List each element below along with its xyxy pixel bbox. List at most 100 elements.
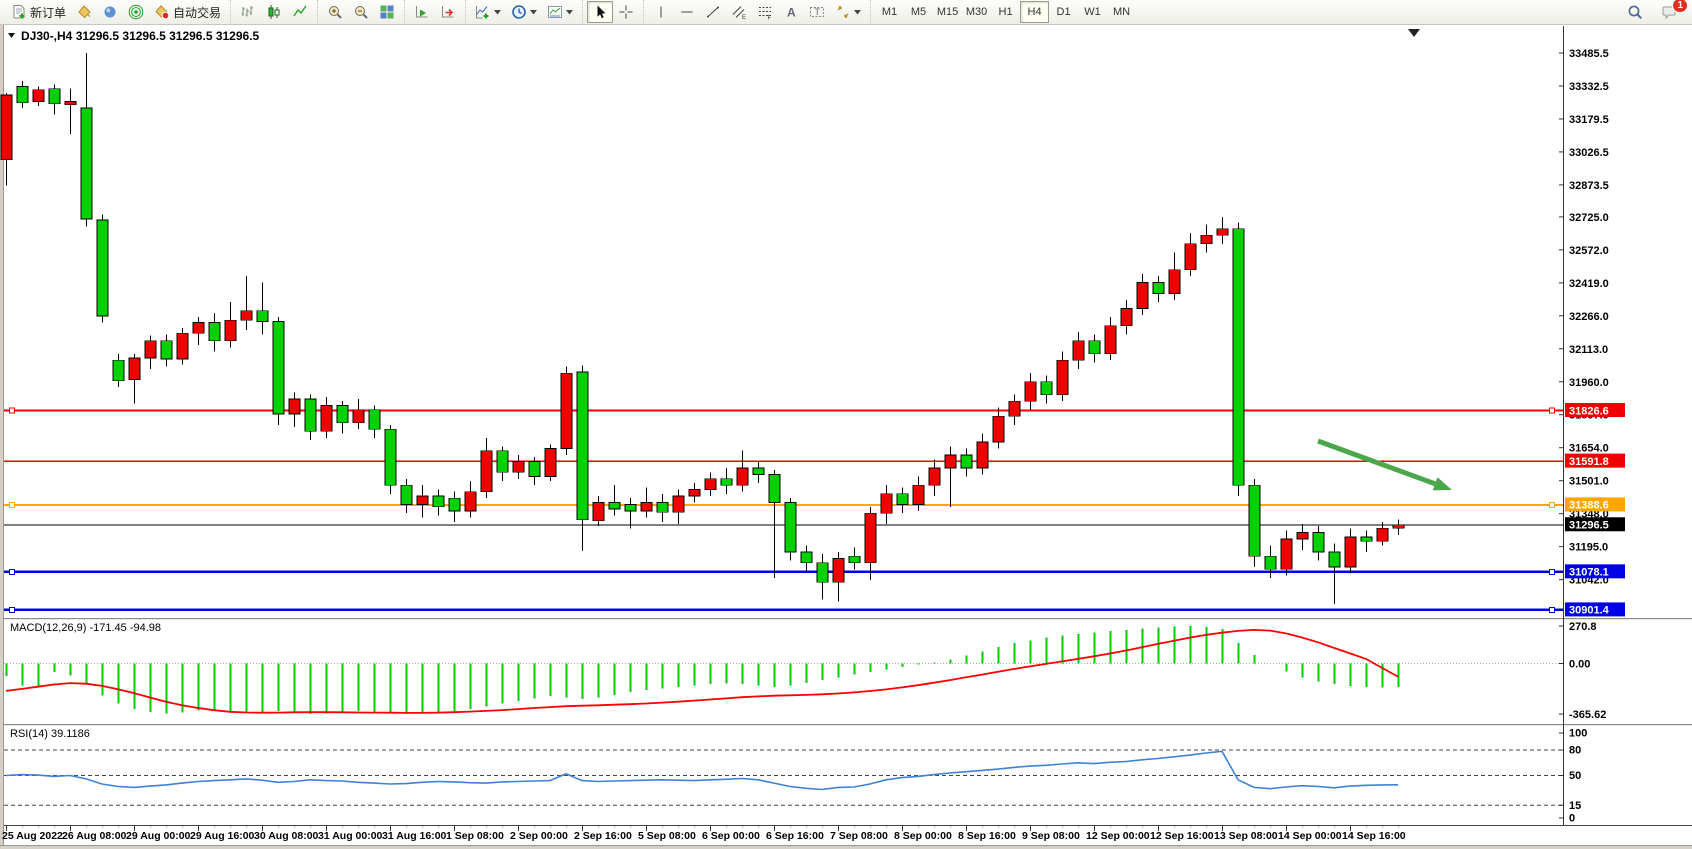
line-handle[interactable] — [9, 407, 15, 414]
time-label: 12 Sep 16:00 — [1150, 830, 1214, 842]
svg-text:100: 100 — [1569, 728, 1587, 740]
time-label: 8 Sep 16:00 — [958, 830, 1016, 842]
svg-text:33332.5: 33332.5 — [1569, 81, 1609, 93]
line-handle[interactable] — [9, 501, 15, 508]
candlestick-chart-button[interactable] — [261, 1, 287, 23]
line-handle[interactable] — [1549, 568, 1555, 575]
horizontal-levels — [4, 407, 1563, 613]
chevron-down-icon — [494, 9, 502, 14]
text-label-button[interactable]: T — [804, 1, 830, 23]
signals-icon — [128, 4, 144, 20]
svg-text:33026.5: 33026.5 — [1569, 147, 1609, 159]
time-label: 25 Aug 2022 — [2, 830, 63, 842]
chevron-down-icon — [530, 9, 538, 14]
new-order-button[interactable]: 新订单 — [6, 1, 71, 23]
svg-text:31654.0: 31654.0 — [1569, 443, 1609, 455]
toolbar-right: 1 — [1622, 0, 1690, 23]
auto-trading-label: 自动交易 — [173, 5, 222, 20]
macd-signal-line — [5, 628, 1399, 714]
line-handle[interactable] — [1549, 407, 1555, 414]
auto-trading-button[interactable]: 自动交易 — [149, 1, 226, 23]
clock-icon — [512, 5, 526, 19]
tile-windows-button[interactable] — [374, 1, 400, 23]
text-button[interactable]: A — [778, 1, 804, 23]
svg-text:0: 0 — [1569, 813, 1575, 825]
template-icon — [548, 6, 563, 18]
svg-text:32113.0: 32113.0 — [1569, 344, 1608, 356]
chart-canvas[interactable]: 33485.5 33332.5 33179.5 33026.5 32873.5 32725… — [0, 25, 1692, 849]
rsi-line — [5, 750, 1399, 791]
cursor-button[interactable] — [587, 1, 614, 23]
search-button[interactable] — [1622, 1, 1648, 23]
vertical-line-button[interactable] — [648, 1, 674, 23]
timeframe-m15[interactable]: M15 — [933, 1, 962, 23]
svg-text:0.00: 0.00 — [1569, 659, 1590, 671]
svg-text:-365.62: -365.62 — [1569, 709, 1606, 721]
line-handle[interactable] — [9, 606, 15, 613]
toolbar-group-cursor — [582, 0, 643, 24]
line-handle[interactable] — [9, 568, 15, 575]
line-chart-button[interactable] — [287, 1, 313, 23]
horizontal-line-button[interactable] — [674, 1, 700, 23]
svg-text:32266.0: 32266.0 — [1569, 311, 1609, 323]
svg-text:T: T — [815, 7, 821, 17]
chat-button[interactable]: 1 — [1656, 0, 1688, 23]
community-button[interactable] — [97, 1, 123, 23]
one-click-trading-arrow[interactable] — [8, 33, 15, 38]
toolbar-group-drawing: E F A T — [643, 0, 870, 24]
indicators-button[interactable] — [470, 1, 506, 23]
zoom-in-button[interactable] — [322, 1, 348, 23]
periods-button[interactable] — [506, 1, 542, 23]
toolbar-group-objects — [465, 0, 582, 24]
paint-bucket-icon — [78, 5, 91, 19]
cursor-icon — [597, 5, 606, 19]
timeframe-m30[interactable]: M30 — [962, 1, 991, 23]
time-label: 1 Sep 08:00 — [446, 830, 504, 842]
toolbar-group-trade: 新订单 自动交易 — [2, 0, 230, 24]
timeframe-m5[interactable]: M5 — [904, 1, 933, 23]
trend-line-button[interactable] — [700, 1, 726, 23]
macd-pane: MACD(12,26,9) -171.45 -94.98 270.8 0.00 -36… — [4, 621, 1606, 721]
line-handle[interactable] — [1549, 606, 1555, 613]
timeframe-m1[interactable]: M1 — [875, 1, 904, 23]
styles-button[interactable] — [71, 1, 97, 23]
equidistant-channel-icon: E — [732, 6, 746, 20]
svg-text:31388.6: 31388.6 — [1569, 500, 1609, 512]
timeframe-mn[interactable]: MN — [1107, 1, 1136, 23]
svg-text:32725.0: 32725.0 — [1569, 212, 1609, 224]
arrows-tool-button[interactable] — [830, 1, 866, 23]
timeframe-h4[interactable]: H4 — [1020, 1, 1050, 23]
arrows-icon — [837, 6, 849, 18]
signals-button[interactable] — [123, 1, 149, 23]
svg-text:31195.0: 31195.0 — [1569, 542, 1608, 554]
timeframe-h1[interactable]: H1 — [991, 1, 1020, 23]
templates-button[interactable] — [542, 1, 578, 23]
chart-shift-button[interactable] — [435, 1, 461, 23]
candlestick-chart-icon — [268, 5, 280, 19]
chevron-down-icon — [854, 9, 862, 14]
time-label: 29 Aug 00:00 — [126, 830, 191, 842]
equidistant-channel-button[interactable]: E — [726, 1, 752, 23]
time-label: 29 Aug 16:00 — [190, 830, 255, 842]
time-axis[interactable]: 25 Aug 2022 26 Aug 08:00 29 Aug 00:00 29 Au… — [2, 826, 1406, 842]
timeframe-w1[interactable]: W1 — [1078, 1, 1107, 23]
time-label: 13 Sep 08:00 — [1214, 830, 1278, 842]
window-left-edge — [0, 25, 3, 845]
time-label: 5 Sep 08:00 — [638, 830, 696, 842]
svg-text:31960.0: 31960.0 — [1569, 377, 1609, 389]
timeframe-d1[interactable]: D1 — [1049, 1, 1078, 23]
macd-label: MACD(12,26,9) -171.45 -94.98 — [10, 622, 161, 634]
new-order-icon — [13, 5, 25, 19]
line-handle[interactable] — [1549, 501, 1555, 508]
timeframe-toolbar: M1 M5 M15 M30 H1 H4 D1 W1 MN — [870, 0, 1140, 24]
auto-scroll-button[interactable] — [409, 1, 435, 23]
crosshair-button[interactable] — [613, 1, 639, 23]
fibonacci-button[interactable]: F — [752, 1, 778, 23]
toolbar-group-chart-type — [230, 0, 317, 24]
trend-arrow-annotation[interactable] — [1317, 438, 1452, 491]
svg-text:F: F — [768, 16, 772, 21]
bar-chart-button[interactable] — [235, 1, 261, 23]
zoom-out-button[interactable] — [348, 1, 374, 23]
search-icon — [1628, 5, 1643, 20]
time-label: 31 Aug 00:00 — [318, 830, 383, 842]
